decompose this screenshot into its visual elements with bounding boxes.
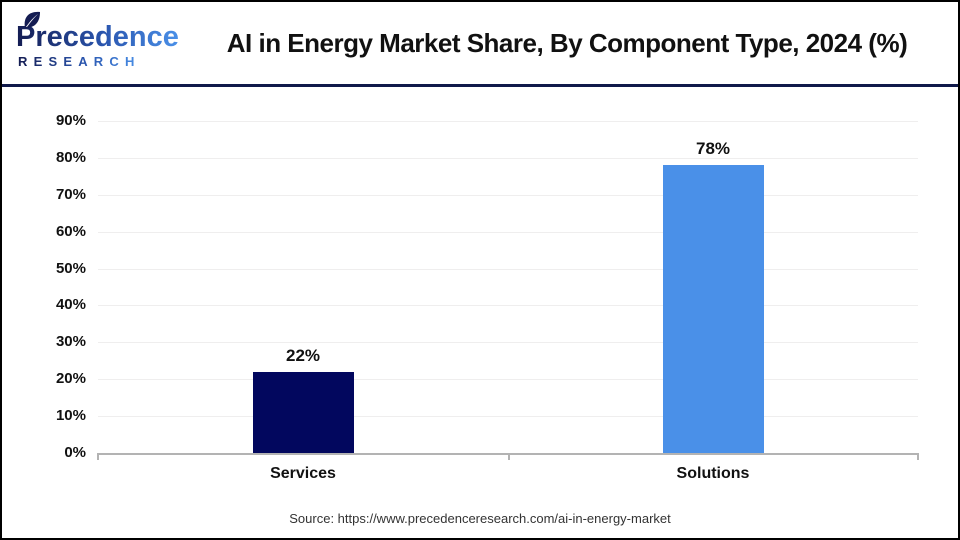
- header-divider: [2, 84, 958, 87]
- header: Precedence RESEARCH AI in Energy Market …: [2, 2, 958, 84]
- x-axis-tick: [97, 454, 99, 460]
- y-axis-tick-label: 90%: [55, 112, 86, 129]
- x-axis-tick: [917, 454, 919, 460]
- y-axis-tick-label: 0%: [64, 444, 86, 461]
- bar-services: [252, 371, 354, 453]
- x-axis-tick: [508, 454, 510, 460]
- y-axis-tick-label: 60%: [55, 222, 86, 240]
- leaf-vein: [26, 13, 38, 27]
- source-attribution: Source: https://www.precedenceresearch.c…: [289, 511, 671, 526]
- logo-name-text: Precedence: [16, 21, 179, 53]
- bar-solutions: [662, 165, 764, 453]
- gridline: [98, 268, 918, 270]
- logo-subtitle-text: RESEARCH: [18, 54, 141, 69]
- gridline: [98, 342, 918, 344]
- bar-value-label: 78%: [695, 139, 731, 159]
- gridline: [98, 231, 918, 233]
- gridline: [98, 157, 918, 159]
- gridline: [98, 305, 918, 307]
- gridline: [98, 416, 918, 418]
- gridline: [98, 379, 918, 381]
- y-axis-tick-label: 30%: [55, 333, 86, 351]
- y-axis-tick-label: 70%: [55, 185, 86, 203]
- x-axis-category-label: Services: [270, 465, 336, 482]
- x-axis-category-label: Solutions: [676, 465, 750, 482]
- bar-chart: Source: https://www.precedenceresearch.c…: [2, 87, 958, 538]
- y-axis-tick-label: 40%: [55, 296, 86, 314]
- chart-title: AI in Energy Market Share, By Component …: [226, 27, 908, 58]
- gridline: [98, 121, 918, 122]
- y-axis-tick-label: 10%: [55, 407, 86, 425]
- logo-graphic: Precedence RESEARCH: [16, 11, 179, 69]
- bar-value-label: 22%: [285, 345, 321, 365]
- y-axis-tick-label: 20%: [55, 370, 86, 388]
- y-axis-tick-label: 50%: [55, 259, 86, 277]
- precedence-research-logo: Precedence RESEARCH: [16, 10, 196, 77]
- y-axis-tick-label: 80%: [55, 148, 86, 166]
- gridline: [98, 194, 918, 196]
